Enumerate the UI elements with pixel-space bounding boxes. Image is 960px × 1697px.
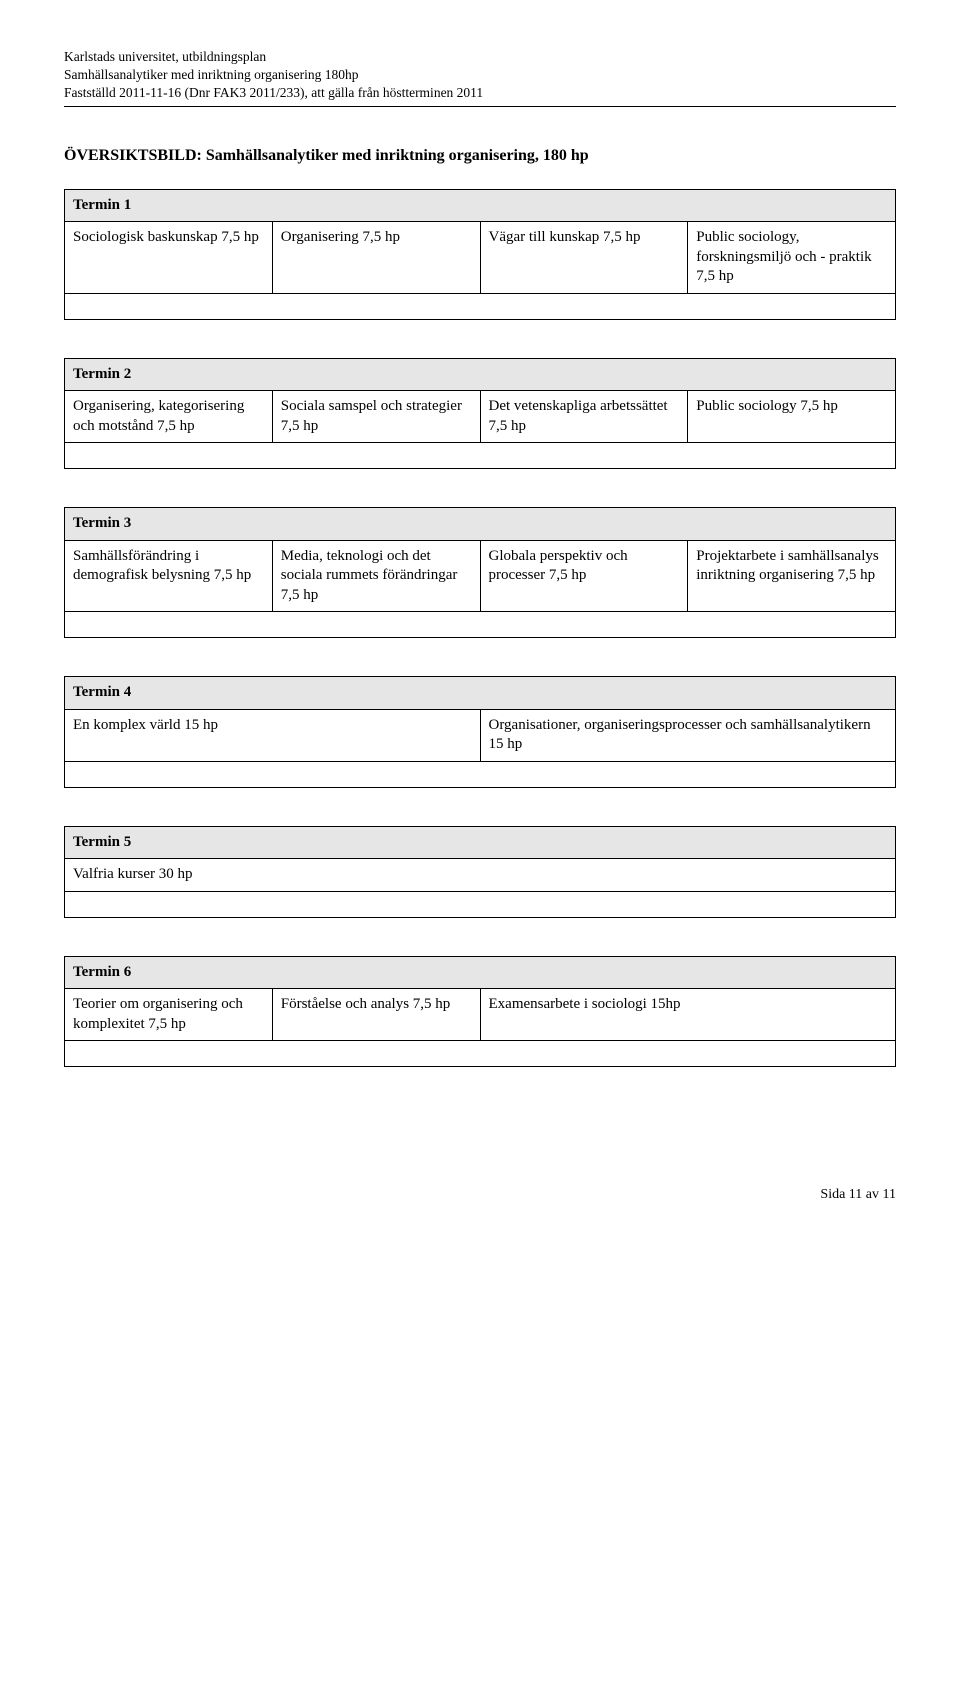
header-line-3: Fastställd 2011-11-16 (Dnr FAK3 2011/233… xyxy=(64,84,896,102)
term-3-spacer xyxy=(65,612,896,638)
term-2-cell-2: Sociala samspel och strategier 7,5 hp xyxy=(272,391,480,443)
term-6-table: Termin 6 Teorier om organisering och kom… xyxy=(64,956,896,1068)
page-header: Karlstads universitet, utbildningsplan S… xyxy=(64,48,896,107)
term-3-cell-4: Projektarbete i samhällsanalys inriktnin… xyxy=(688,540,896,612)
page-title: ÖVERSIKTSBILD: Samhällsanalytiker med in… xyxy=(64,147,896,165)
term-1-table: Termin 1 Sociologisk baskunskap 7,5 hp O… xyxy=(64,189,896,320)
term-2-cell-4: Public sociology 7,5 hp xyxy=(688,391,896,443)
term-2-cell-1: Organisering, kategorisering och motstån… xyxy=(65,391,273,443)
term-4-label: Termin 4 xyxy=(65,677,896,710)
term-5-cell-1: Valfria kurser 30 hp xyxy=(65,859,896,892)
term-4-spacer xyxy=(65,761,896,787)
term-5-label: Termin 5 xyxy=(65,826,896,859)
term-3-label: Termin 3 xyxy=(65,508,896,541)
term-6-cell-2: Förståelse och analys 7,5 hp xyxy=(272,989,480,1041)
term-2-spacer xyxy=(65,443,896,469)
term-2-label: Termin 2 xyxy=(65,358,896,391)
term-5-table: Termin 5 Valfria kurser 30 hp xyxy=(64,826,896,918)
term-1-cell-1: Sociologisk baskunskap 7,5 hp xyxy=(65,222,273,294)
term-4-cell-1: En komplex värld 15 hp xyxy=(65,709,481,761)
term-1-cell-4: Public sociology, forskningsmiljö och - … xyxy=(688,222,896,294)
term-3-cell-2: Media, teknologi och det sociala rummets… xyxy=(272,540,480,612)
term-2-table: Termin 2 Organisering, kategorisering oc… xyxy=(64,358,896,470)
term-6-cell-1: Teorier om organisering och komplexitet … xyxy=(65,989,273,1041)
term-5-spacer xyxy=(65,891,896,917)
term-4-cell-2: Organisationer, organiseringsprocesser o… xyxy=(480,709,896,761)
term-3-table: Termin 3 Samhällsförändring i demografis… xyxy=(64,507,896,638)
term-2-cell-3: Det vetenskapliga arbetssättet 7,5 hp xyxy=(480,391,688,443)
header-line-1: Karlstads universitet, utbildningsplan xyxy=(64,48,896,66)
header-line-2: Samhällsanalytiker med inriktning organi… xyxy=(64,66,896,84)
term-3-cell-1: Samhällsförändring i demografisk belysni… xyxy=(65,540,273,612)
term-3-cell-3: Globala perspektiv och processer 7,5 hp xyxy=(480,540,688,612)
page-footer: Sida 11 av 11 xyxy=(64,1187,896,1203)
term-4-table: Termin 4 En komplex värld 15 hp Organisa… xyxy=(64,676,896,788)
term-6-label: Termin 6 xyxy=(65,956,896,989)
term-6-cell-3: Examensarbete i sociologi 15hp xyxy=(480,989,896,1041)
term-1-spacer xyxy=(65,293,896,319)
term-6-spacer xyxy=(65,1041,896,1067)
term-1-cell-2: Organisering 7,5 hp xyxy=(272,222,480,294)
term-1-label: Termin 1 xyxy=(65,189,896,222)
term-1-cell-3: Vägar till kunskap 7,5 hp xyxy=(480,222,688,294)
